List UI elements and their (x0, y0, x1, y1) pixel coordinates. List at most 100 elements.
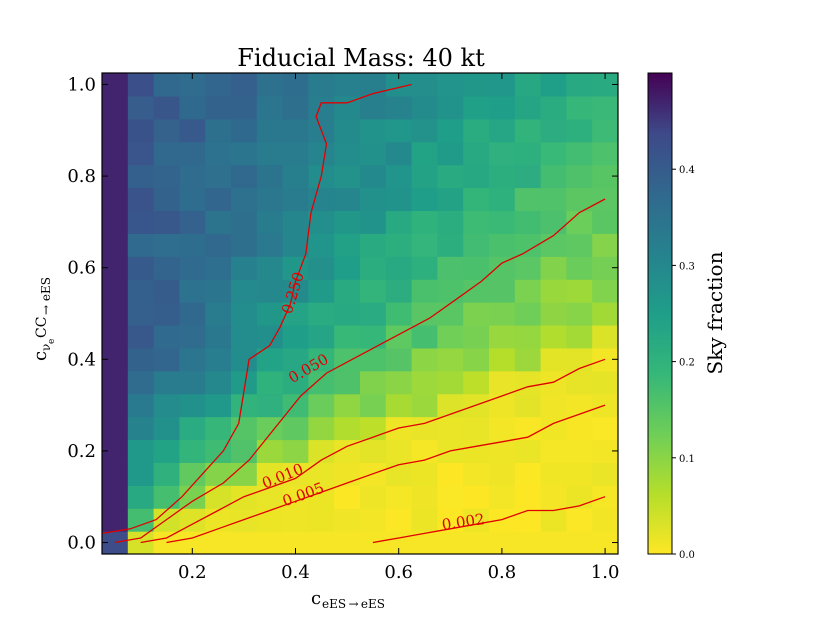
heatmap-cell (179, 95, 206, 120)
heatmap-cell (385, 95, 413, 120)
heatmap-cell (411, 95, 438, 120)
heatmap-cell (489, 164, 516, 189)
heatmap-cell (102, 393, 129, 418)
heatmap-cell (411, 370, 438, 395)
x-axis-label-subscript: eES → eES (322, 597, 385, 611)
heatmap-cell (256, 187, 284, 212)
heatmap-cell (308, 324, 335, 349)
heatmap-cell (127, 324, 155, 349)
heatmap-cell (360, 302, 387, 326)
heatmap-cell (127, 485, 155, 509)
heatmap-cell (256, 508, 284, 532)
heatmap-cell (334, 73, 361, 97)
heatmap-cell (360, 347, 387, 372)
heatmap-cell (256, 73, 284, 97)
heatmap-cell (231, 141, 258, 166)
heatmap-cell (282, 164, 309, 189)
heatmap-cell (540, 324, 567, 349)
heatmap-cell (153, 279, 180, 303)
heatmap-cell (205, 302, 232, 326)
heatmap-cell (153, 73, 180, 97)
chart-title: Fiducial Mass: 40 kt (237, 44, 485, 72)
heatmap-cell (592, 462, 618, 486)
heatmap-cell (566, 210, 593, 234)
heatmap-cell (514, 141, 542, 166)
heatmap-cell (489, 439, 516, 463)
heatmap-cell (360, 279, 387, 303)
contour-line (372, 496, 606, 544)
heatmap-cell (411, 233, 438, 257)
heatmap-cell (592, 439, 618, 463)
x-tick-label: 0.2 (178, 562, 207, 583)
heatmap-cell (437, 118, 464, 143)
colorbar-tick-label: 0.0 (679, 550, 695, 561)
x-tick-label: 1.0 (591, 562, 620, 583)
heatmap-cell (489, 73, 516, 97)
heatmap-cell (360, 210, 387, 234)
heatmap-cell (282, 279, 309, 303)
heatmap-cell (179, 485, 206, 509)
heatmap-cell (592, 187, 618, 212)
y-tick-label: 1.0 (67, 74, 96, 95)
heatmap-cell (127, 393, 155, 418)
heatmap-cell (256, 393, 284, 418)
heatmap-cell (592, 233, 618, 257)
heatmap-cell (489, 279, 516, 303)
heatmap-cell (437, 462, 464, 486)
heatmap-cell (514, 73, 542, 97)
heatmap-cell (360, 164, 387, 189)
heatmap-cell (334, 279, 361, 303)
heatmap-cell (334, 302, 361, 326)
heatmap-cell (308, 302, 335, 326)
heatmap-cell (566, 118, 593, 143)
heatmap-cell (540, 164, 567, 189)
heatmap-cell (411, 279, 438, 303)
heatmap-cell (334, 347, 361, 372)
heatmap-cell (334, 118, 361, 143)
heatmap-cell (463, 439, 490, 463)
heatmap-cell (256, 439, 284, 463)
heatmap-cell (153, 485, 180, 509)
heatmap-cell (385, 256, 413, 280)
heatmap-cell (514, 164, 542, 189)
heatmap-cell (282, 439, 309, 463)
heatmap-cell (102, 416, 129, 441)
heatmap-cell (153, 347, 180, 372)
heatmap-cell (231, 233, 258, 257)
heatmap-cell (489, 347, 516, 372)
heatmap-cell (385, 233, 413, 257)
heatmap-cell (463, 95, 490, 120)
heatmap-cell (256, 233, 284, 257)
heatmap-cell (231, 279, 258, 303)
heatmap-cell (514, 118, 542, 143)
heatmap-cell (334, 393, 361, 418)
heatmap-cell (592, 164, 618, 189)
heatmap-cell (437, 279, 464, 303)
heatmap-cell (592, 95, 618, 120)
y-axis-label-cc: CC (34, 317, 50, 338)
heatmap-cell (463, 279, 490, 303)
heatmap-cell (360, 370, 387, 395)
heatmap-cell (102, 233, 129, 257)
y-tick-label: 0.4 (67, 349, 96, 370)
heatmap-cell (566, 439, 593, 463)
heatmap-cell (540, 416, 567, 441)
heatmap-cell (540, 393, 567, 418)
heatmap-cell (334, 485, 361, 509)
heatmap-cell (592, 302, 618, 326)
heatmap-cell (592, 256, 618, 280)
heatmap-cell (308, 347, 335, 372)
heatmap-cell (385, 393, 413, 418)
heatmap-cell (282, 118, 309, 143)
heatmap-cell (153, 233, 180, 257)
heatmap-cell (334, 210, 361, 234)
heatmap-cell (489, 141, 516, 166)
heatmap-cell (540, 187, 567, 212)
heatmap-cell (592, 485, 618, 509)
heatmap-cell (463, 416, 490, 441)
heatmap-cell (102, 302, 129, 326)
heatmap-cell (489, 416, 516, 441)
heatmap-cell (489, 393, 516, 418)
contour-label-group: 0.002 (441, 510, 486, 534)
heatmap-cell (489, 302, 516, 326)
